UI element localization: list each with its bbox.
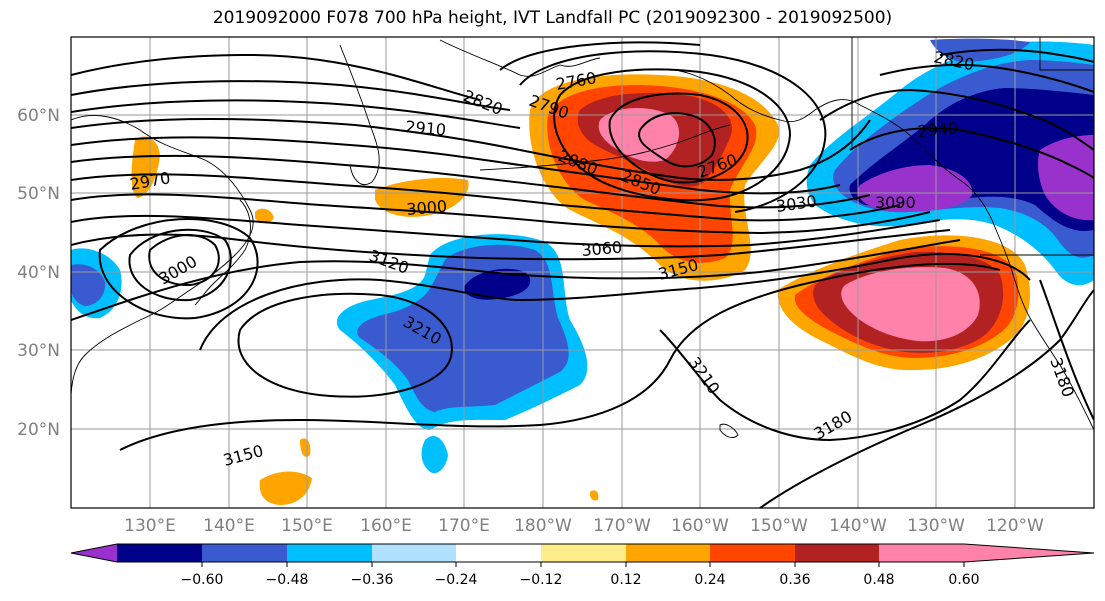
positive-anomaly-west — [131, 136, 160, 198]
colorbar-segment — [795, 544, 879, 562]
contour-label: 2910 — [405, 117, 447, 139]
map-frame — [70, 36, 1095, 509]
lat-label: 40°N — [17, 263, 60, 283]
contour-label: 2820 — [461, 86, 506, 119]
negative-anomaly-3 — [421, 435, 448, 474]
colorbar-tick-label: −0.48 — [266, 572, 309, 588]
coastline-pacific-island — [719, 423, 739, 438]
coastline-hudson — [1039, 37, 1094, 71]
negative-anomaly-west-inner — [71, 264, 106, 306]
positive-anomaly-south-2 — [300, 438, 311, 457]
lon-label: 150°W — [750, 516, 808, 536]
colorbar-tick-label: −0.36 — [351, 572, 394, 588]
positive-anomaly-west-2 — [375, 178, 469, 217]
lon-label: 130°W — [907, 516, 965, 536]
contour-label: 3090 — [875, 193, 916, 212]
positive-anomaly-6 — [841, 267, 980, 342]
contour-label: 3120 — [367, 246, 412, 278]
lon-label: 130°E — [124, 516, 176, 536]
lat-label: 60°N — [17, 106, 60, 126]
contour-label: 3000 — [406, 197, 448, 219]
colorbar-outline — [70, 543, 1095, 563]
lat-label: 30°N — [17, 341, 60, 361]
lat-label: 20°N — [17, 420, 60, 440]
positive-anomaly-south — [259, 471, 312, 505]
negative-anomaly-east-3 — [857, 165, 973, 212]
positive-anomaly-south-3 — [589, 490, 599, 501]
height-contours — [71, 41, 1094, 508]
latitude-labels: 60°N 50°N 40°N 30°N 20°N — [17, 106, 60, 440]
colorbar-tick-label: −0.24 — [435, 572, 478, 588]
colorbar-segment — [287, 544, 372, 562]
lon-label: 140°E — [203, 516, 255, 536]
colorbar-tick-label: −0.60 — [181, 572, 224, 588]
coastline-alaska — [649, 68, 861, 123]
lon-label: 170°W — [593, 516, 651, 536]
lon-label: 180°W — [514, 516, 572, 536]
lon-label: 160°W — [671, 516, 729, 536]
colorbar-segment — [541, 544, 626, 562]
coastline-japan — [194, 199, 251, 306]
colorbar-segment — [879, 544, 964, 562]
lat-label: 50°N — [17, 184, 60, 204]
lon-label: 120°W — [986, 516, 1044, 536]
lon-label: 150°E — [281, 516, 333, 536]
colorbar-segment — [372, 544, 456, 562]
colorbar-left-extension — [71, 544, 117, 562]
contour-label: 3180 — [1046, 355, 1078, 400]
colorbar-tick-label: 0.24 — [694, 572, 725, 588]
contour-label: 3150 — [221, 441, 265, 470]
colorbar-tick-label: 0.36 — [779, 572, 810, 588]
contour-label: 3030 — [775, 191, 818, 215]
colorbar-tick-label: 0.12 — [610, 572, 641, 588]
colorbar: −0.60 −0.48 −0.36 −0.24 −0.12 0.12 0.24 … — [70, 543, 1095, 588]
lon-label: 160°E — [360, 516, 412, 536]
coastline-north-america — [859, 104, 1094, 431]
map-title: 2019092000 F078 700 hPa height, IVT Land… — [212, 8, 893, 28]
colorbar-segment — [626, 544, 710, 562]
negative-anomaly-2 — [463, 268, 531, 300]
contour-label: 3210 — [685, 353, 724, 397]
contour-label: 3000 — [156, 252, 201, 289]
positive-anomaly-west-3 — [255, 208, 274, 223]
contour-label: 3060 — [581, 238, 623, 260]
contour-label: 2940 — [917, 119, 959, 141]
colorbar-segment — [117, 544, 202, 562]
colorbar-tick-label: 0.48 — [863, 572, 894, 588]
colorbar-segment — [456, 544, 541, 562]
longitude-labels: 130°E 140°E 150°E 160°E 170°E 180°W 170°… — [124, 516, 1044, 536]
lon-label: 140°W — [829, 516, 887, 536]
colorbar-segment — [710, 544, 795, 562]
colorbar-right-extension — [964, 544, 1094, 562]
colorbar-tick-label: −0.12 — [520, 572, 563, 588]
colorbar-segment — [202, 544, 287, 562]
lon-label: 170°E — [438, 516, 490, 536]
coastline-siberia — [439, 39, 601, 77]
colorbar-tick-label: 0.60 — [948, 572, 979, 588]
